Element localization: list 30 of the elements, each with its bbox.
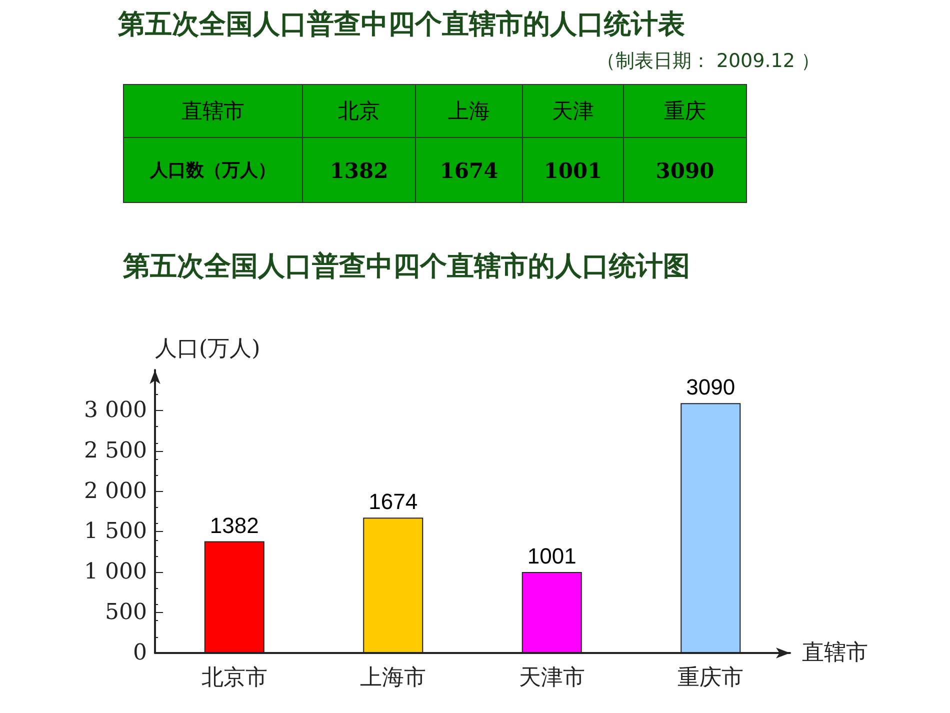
x-axis-title: 直辖市 [802,640,868,666]
data-label: 1382 [210,512,259,538]
y-tick-label: 1 500 [84,519,147,544]
y-tick-label: 500 [105,600,147,626]
x-tick-label: 上海市 [360,666,426,690]
text: 天津 [522,84,624,138]
text: 1382 [330,158,388,182]
text: 直辖市 [124,84,302,138]
x-tick-label: 北京市 [201,666,268,690]
text: 1001 [544,158,602,182]
text: 第五次全国人口普查中四个直辖市的人口统计表 [118,8,685,42]
y-tick-label: 0 [133,640,147,666]
text: 北京 [302,84,416,138]
y-axis-title: 人口(万人) [155,336,260,362]
text: 1674 [440,158,498,182]
data-label: 1001 [527,544,576,569]
x-tick-label: 重庆市 [678,666,744,690]
x-tick-label: 天津市 [518,666,585,690]
text: 上海 [416,84,522,138]
y-tick-label: 1 000 [84,560,147,585]
text: 重庆 [624,84,746,138]
text: 3090 [656,158,714,182]
data-label: 3090 [686,374,736,400]
y-tick-label: 3 000 [84,398,147,423]
data-label: 1674 [368,489,418,514]
chart-title: 第五次全国人口普查中四个直辖市的人口统计图 [122,251,690,282]
y-tick-label: 2 500 [84,438,147,464]
text: （制表日期： 2009.12 ） [595,49,820,74]
text: 人口数（万人） [124,138,302,202]
y-tick-label: 2 000 [84,478,147,504]
